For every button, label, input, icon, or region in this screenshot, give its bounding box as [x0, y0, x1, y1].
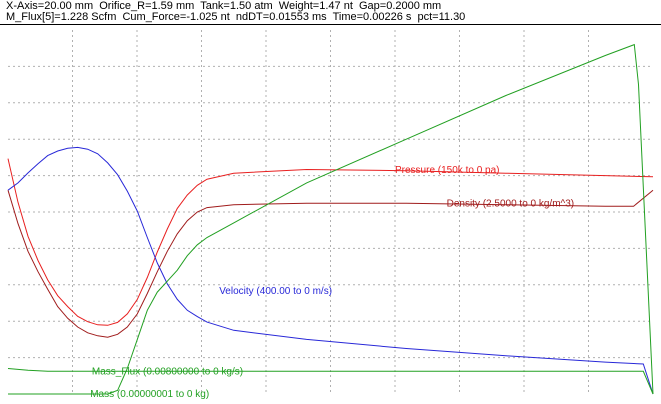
density-label: Density (2.5000 to 0 kg/m^3)	[447, 198, 575, 209]
velocity-label: Velocity (400.00 to 0 m/s)	[219, 286, 332, 297]
mass-label: Mass (0.00000001 to 0 kg)	[90, 389, 209, 400]
curves	[8, 45, 653, 394]
pressure-label: Pressure (150k to 0 pa)	[395, 165, 500, 176]
mass-flux-label: Mass_Flux (0.00800000 to 0 kg/s)	[92, 366, 243, 377]
grid-lines	[8, 30, 653, 394]
curve-labels: Pressure (150k to 0 pa) Density (2.5000 t…	[90, 165, 574, 400]
